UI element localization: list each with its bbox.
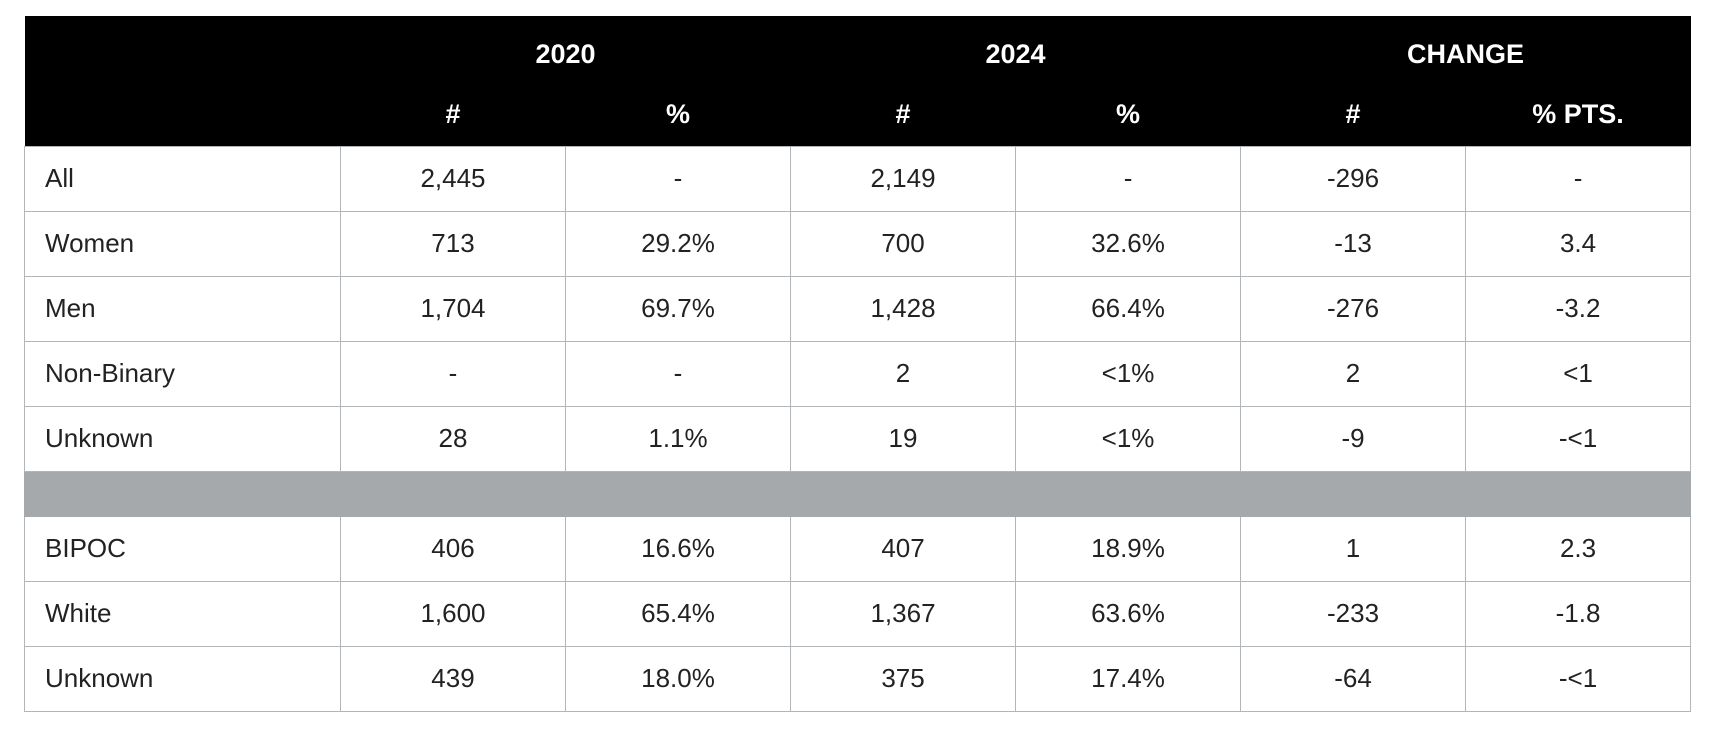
header-subheader-row: # % # % # % PTS.	[24, 88, 1691, 146]
data-table: 2020 2024 CHANGE # % # % # % PTS. All 2,…	[23, 16, 1692, 712]
table-cell: 63.6%	[1015, 580, 1242, 647]
table-row: Men 1,704 69.7% 1,428 66.4% -276 -3.2	[24, 275, 1692, 342]
table-row: White 1,600 65.4% 1,367 63.6% -233 -1.8	[24, 580, 1692, 647]
row-label: Non-Binary	[24, 340, 341, 407]
table-cell: -3.2	[1465, 275, 1692, 342]
table-body: All 2,445 - 2,149 - -296 - Women 713 29.…	[23, 145, 1692, 712]
table-cell: 2	[790, 340, 1017, 407]
header-group-row: 2020 2024 CHANGE	[24, 16, 1691, 88]
table-cell: -	[1465, 145, 1692, 212]
table-row: All 2,445 - 2,149 - -296 -	[24, 145, 1692, 212]
table-cell: -233	[1240, 580, 1467, 647]
table-cell: <1%	[1015, 405, 1242, 472]
row-label: BIPOC	[24, 515, 341, 582]
table-cell: 1,704	[340, 275, 566, 342]
table-row: BIPOC 406 16.6% 407 18.9% 1 2.3	[24, 515, 1692, 582]
table-cell: 66.4%	[1015, 275, 1242, 342]
table-cell: -	[1015, 145, 1242, 212]
table-cell: -296	[1240, 145, 1467, 212]
table-cell: -276	[1240, 275, 1467, 342]
header-group-2024: 2024	[790, 16, 1241, 88]
table-cell: -	[340, 340, 566, 407]
table-cell: 69.7%	[564, 275, 792, 342]
row-label: Men	[24, 275, 341, 342]
table-cell: 406	[340, 515, 566, 582]
table-cell: 65.4%	[564, 580, 792, 647]
table-cell: 16.6%	[564, 515, 792, 582]
table-cell: -9	[1240, 405, 1467, 472]
table-cell: 1,600	[340, 580, 566, 647]
table-cell: 2	[1240, 340, 1467, 407]
row-label: Unknown	[24, 645, 341, 712]
header-corner	[24, 16, 341, 88]
table-cell: 3.4	[1465, 210, 1692, 277]
subheader-2020-count: #	[340, 88, 566, 146]
table-cell: -	[564, 340, 792, 407]
table-row: Women 713 29.2% 700 32.6% -13 3.4	[24, 210, 1692, 277]
table-cell: -1.8	[1465, 580, 1692, 647]
table-cell: 1,367	[790, 580, 1017, 647]
table-cell: 700	[790, 210, 1017, 277]
subheader-change-count: #	[1240, 88, 1466, 146]
table-cell: 18.9%	[1015, 515, 1242, 582]
table-cell: 375	[790, 645, 1017, 712]
data-table-container: 2020 2024 CHANGE # % # % # % PTS. All 2,…	[23, 16, 1692, 712]
table-cell: 1	[1240, 515, 1467, 582]
table-row: Unknown 439 18.0% 375 17.4% -64 -<1	[24, 645, 1692, 712]
header-corner-sub	[24, 88, 341, 146]
separator-bar	[23, 470, 1692, 517]
header-group-change: CHANGE	[1240, 16, 1691, 88]
table-cell: 28	[340, 405, 566, 472]
table-cell: 407	[790, 515, 1017, 582]
table-cell: 713	[340, 210, 566, 277]
row-label: All	[24, 145, 341, 212]
table-row: Non-Binary - - 2 <1% 2 <1	[24, 340, 1692, 407]
table-cell: -	[564, 145, 792, 212]
row-label: Unknown	[24, 405, 341, 472]
table-cell: 19	[790, 405, 1017, 472]
table-cell: -<1	[1465, 645, 1692, 712]
table-cell: 2,149	[790, 145, 1017, 212]
table-row: Unknown 28 1.1% 19 <1% -9 -<1	[24, 405, 1692, 472]
row-label: White	[24, 580, 341, 647]
table-cell: -13	[1240, 210, 1467, 277]
table-cell: 18.0%	[564, 645, 792, 712]
table-header: 2020 2024 CHANGE # % # % # % PTS.	[24, 16, 1691, 146]
section-separator	[23, 470, 1692, 517]
table-cell: -<1	[1465, 405, 1692, 472]
table-cell: 17.4%	[1015, 645, 1242, 712]
table-cell: -64	[1240, 645, 1467, 712]
table-cell: 29.2%	[564, 210, 792, 277]
row-label: Women	[24, 210, 341, 277]
table-cell: 439	[340, 645, 566, 712]
table-cell: 1,428	[790, 275, 1017, 342]
table-cell: 2,445	[340, 145, 566, 212]
subheader-change-pct-points: % PTS.	[1465, 88, 1691, 146]
table-cell: 32.6%	[1015, 210, 1242, 277]
subheader-2024-percent: %	[1015, 88, 1241, 146]
subheader-2024-count: #	[790, 88, 1016, 146]
table-cell: <1%	[1015, 340, 1242, 407]
table-cell: <1	[1465, 340, 1692, 407]
header-group-2020: 2020	[340, 16, 791, 88]
table-cell: 2.3	[1465, 515, 1692, 582]
table-cell: 1.1%	[564, 405, 792, 472]
subheader-2020-percent: %	[565, 88, 791, 146]
